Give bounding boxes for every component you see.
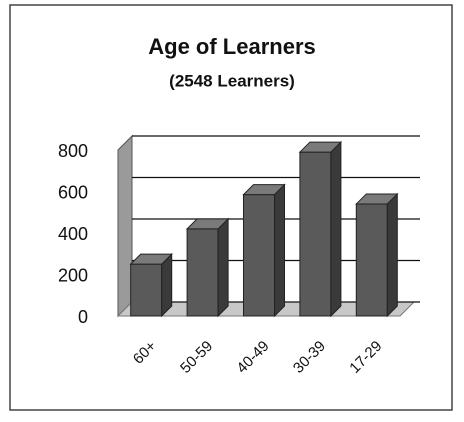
bar-side bbox=[386, 192, 398, 318]
bar-front bbox=[186, 228, 219, 317]
bar-side bbox=[217, 217, 229, 318]
bar-front bbox=[130, 263, 163, 317]
bar-top bbox=[242, 184, 286, 196]
bar-side bbox=[274, 183, 286, 318]
chart-subtitle: (2548 Learners) bbox=[169, 71, 295, 90]
bar-top bbox=[355, 193, 399, 205]
chart-title: Age of Learners bbox=[148, 34, 316, 59]
bar-top bbox=[185, 218, 230, 230]
y-tick-label: 800 bbox=[58, 141, 88, 161]
bar-side bbox=[330, 140, 342, 318]
bar-top bbox=[298, 141, 343, 153]
bar bbox=[185, 217, 230, 318]
bar-side bbox=[161, 252, 173, 318]
bar-front bbox=[242, 194, 276, 317]
bar-front bbox=[299, 151, 332, 317]
y-tick-label: 0 bbox=[78, 307, 88, 327]
y-tick-label: 600 bbox=[58, 182, 88, 202]
y-tick-label: 200 bbox=[58, 265, 88, 285]
bar-front bbox=[355, 203, 388, 317]
bar bbox=[355, 192, 399, 318]
bar bbox=[298, 140, 343, 318]
left-wall bbox=[117, 134, 133, 318]
bar bbox=[242, 183, 286, 318]
bar bbox=[129, 252, 173, 318]
y-tick-label: 400 bbox=[58, 224, 88, 244]
bar-top bbox=[129, 253, 173, 265]
